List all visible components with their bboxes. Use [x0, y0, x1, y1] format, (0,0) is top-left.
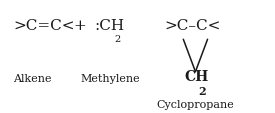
Text: >C–C<: >C–C<: [164, 19, 221, 32]
Text: 2: 2: [115, 34, 121, 43]
Text: :CH: :CH: [94, 19, 125, 32]
Text: Alkene: Alkene: [13, 74, 52, 84]
Text: Methylene: Methylene: [81, 74, 140, 84]
Text: >C=C<: >C=C<: [13, 19, 75, 32]
Text: 2: 2: [199, 85, 206, 96]
Text: +: +: [73, 19, 86, 32]
Text: CH: CH: [185, 69, 209, 83]
Text: Cyclopropane: Cyclopropane: [156, 99, 234, 109]
